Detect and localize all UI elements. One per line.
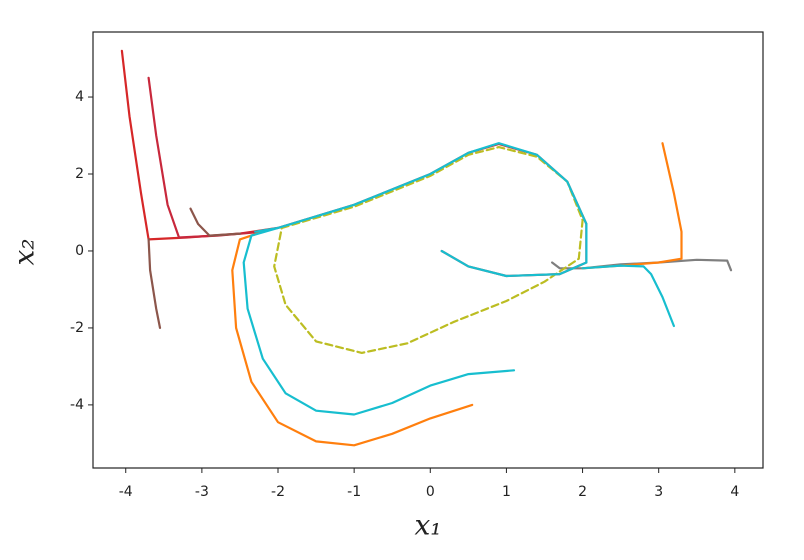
- y-tick-label: 4: [75, 89, 84, 105]
- x-axis-label: x₁: [414, 509, 441, 542]
- y-tick-label: -4: [70, 397, 84, 413]
- x-tick-label: -1: [347, 484, 361, 500]
- trajectory: [273, 146, 584, 354]
- y-tick-label: -2: [70, 320, 84, 336]
- x-tick-label: -4: [119, 484, 133, 500]
- y-axis-label: x₂: [8, 238, 41, 265]
- x-tick-label: 0: [426, 484, 435, 500]
- trajectory: [120, 49, 588, 278]
- y-tick-label: 2: [75, 166, 84, 182]
- y-tick-label: 0: [75, 243, 84, 259]
- trajectory: [231, 230, 474, 447]
- trajectory: [147, 238, 162, 329]
- plot-frame: [92, 31, 764, 469]
- trajectory: [254, 142, 588, 278]
- trajectory: [581, 142, 683, 270]
- x-tick-label: 3: [654, 484, 663, 500]
- trajectory: [581, 264, 675, 328]
- trajectory: [189, 207, 241, 237]
- x-tick-label: -3: [195, 484, 209, 500]
- x-tick-label: 4: [730, 484, 739, 500]
- trajectory: [147, 76, 264, 239]
- x-tick-label: 2: [578, 484, 587, 500]
- x-tick-label: 1: [502, 484, 511, 500]
- trajectory: [242, 226, 516, 416]
- x-tick-label: -2: [271, 484, 285, 500]
